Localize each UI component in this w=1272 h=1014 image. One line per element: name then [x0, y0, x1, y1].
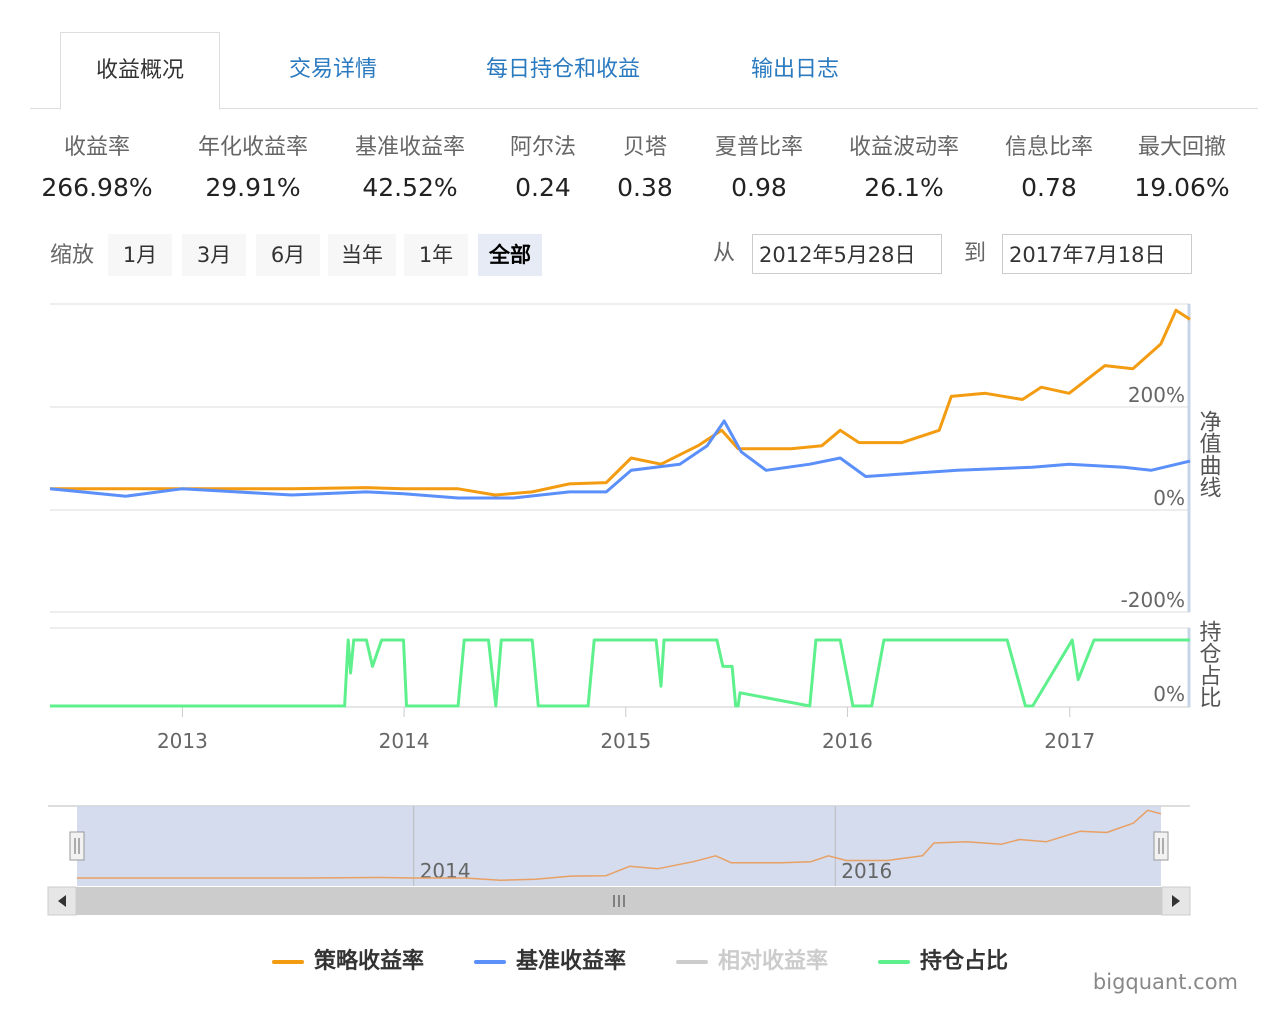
tab-trade-details[interactable]: 交易详情	[288, 57, 377, 82]
stat-label: 基准收益率	[354, 135, 465, 160]
stat-alpha: 阿尔法 0.24	[473, 130, 613, 210]
axis-title-nav: 净值曲线	[1196, 410, 1222, 498]
series-layer	[49, 308, 1191, 708]
stat-value: 266.98%	[41, 173, 153, 202]
stat-label: 收益波动率	[848, 135, 959, 160]
stat-value: 0.38	[617, 173, 673, 202]
stat-label: 信息比率	[1004, 135, 1093, 160]
zoom-all-button[interactable]: 全部	[478, 234, 542, 276]
legend-label: 策略收益率	[314, 949, 425, 974]
stat-value: 0.24	[515, 173, 571, 202]
tab-daily-positions[interactable]: 每日持仓和收益	[485, 57, 640, 82]
navigator-right-handle[interactable]	[1153, 831, 1169, 861]
stat-value: 29.91%	[205, 173, 301, 202]
x-axis: 2013 2014 2015 2016 2017	[157, 707, 1095, 753]
legend-swatch	[676, 960, 708, 964]
y-tick-label: 0%	[1153, 682, 1185, 706]
legend-label: 基准收益率	[516, 949, 627, 974]
stat-value: 0.98	[731, 173, 787, 202]
legend-relative[interactable]: 相对收益率	[676, 944, 828, 980]
stat-max-drawdown: 最大回撤 19.06%	[1112, 130, 1252, 210]
tab-output-log[interactable]: 输出日志	[750, 57, 839, 82]
navigator-left-handle[interactable]	[69, 831, 85, 861]
credit-text: bigquant.com	[1092, 970, 1238, 994]
stat-value: 42.52%	[362, 173, 458, 202]
navigator-selection[interactable]	[77, 806, 1161, 886]
y-tick-label: 200%	[1128, 383, 1185, 407]
zoom-ytd-button[interactable]: 当年	[328, 234, 396, 276]
benchmark-return-line	[49, 419, 1191, 500]
stat-label: 阿尔法	[509, 135, 576, 160]
stat-label: 收益率	[63, 135, 130, 160]
zoom-label: 缩放	[50, 243, 95, 268]
x-tick-label: 2017	[1044, 729, 1095, 753]
zoom-1m-button[interactable]: 1月	[108, 234, 172, 276]
stat-information-ratio: 信息比率 0.78	[979, 130, 1119, 210]
legend-swatch	[878, 960, 910, 964]
stat-volatility: 收益波动率 26.1%	[834, 130, 974, 210]
stat-value: 0.78	[1021, 173, 1077, 202]
legend-swatch	[272, 960, 304, 964]
navigator-tick-label: 2016	[841, 859, 892, 883]
x-tick-label: 2016	[822, 729, 873, 753]
legend-swatch	[474, 960, 506, 964]
legend-benchmark[interactable]: 基准收益率	[474, 944, 626, 980]
stat-label: 最大回撤	[1137, 135, 1226, 160]
stat-value: 19.06%	[1134, 173, 1230, 202]
x-tick-label: 2015	[600, 729, 651, 753]
range-to-label: 到	[964, 241, 987, 266]
date-from-input[interactable]: 2012年5月28日	[752, 234, 942, 274]
strategy-return-line	[50, 308, 1191, 497]
y-tick-label: 0%	[1153, 486, 1185, 510]
range-from-label: 从	[713, 241, 736, 266]
legend-strategy[interactable]: 策略收益率	[272, 944, 424, 980]
x-tick-label: 2014	[379, 729, 430, 753]
position-ratio-line	[50, 638, 1190, 708]
stat-label: 年化收益率	[197, 135, 308, 160]
arrow-right-icon	[1172, 895, 1180, 907]
tab-overview[interactable]: 收益概况	[60, 32, 220, 110]
navigator-series	[77, 809, 1162, 882]
stat-value: 26.1%	[864, 173, 944, 202]
stat-label: 贝塔	[622, 135, 667, 160]
stat-beta: 贝塔 0.38	[575, 130, 715, 210]
legend-position[interactable]: 持仓占比	[878, 944, 1008, 980]
axis-title-position: 持仓占比	[1196, 620, 1222, 708]
x-tick-label: 2013	[157, 729, 208, 753]
date-to-input[interactable]: 2017年7月18日	[1002, 234, 1192, 274]
navigator-axis: 2014 2016	[413, 806, 892, 886]
stat-return: 收益率 266.98%	[27, 130, 167, 210]
zoom-3m-button[interactable]: 3月	[182, 234, 246, 276]
stat-sharpe: 夏普比率 0.98	[689, 130, 829, 210]
stat-benchmark-return: 基准收益率 42.52%	[340, 130, 480, 210]
stat-annual-return: 年化收益率 29.91%	[183, 130, 323, 210]
navigator-strategy-line	[77, 809, 1162, 882]
arrow-left-icon	[58, 895, 66, 907]
zoom-1y-button[interactable]: 1年	[404, 234, 468, 276]
navigator-tick-label: 2014	[420, 859, 471, 883]
legend-label: 相对收益率	[718, 949, 829, 974]
tab-bar: 收益概况 交易详情 每日持仓和收益 输出日志	[30, 32, 1258, 110]
zoom-6m-button[interactable]: 6月	[256, 234, 320, 276]
stat-label: 夏普比率	[714, 135, 803, 160]
y-tick-label: -200%	[1121, 588, 1185, 612]
legend-label: 持仓占比	[920, 949, 1009, 974]
